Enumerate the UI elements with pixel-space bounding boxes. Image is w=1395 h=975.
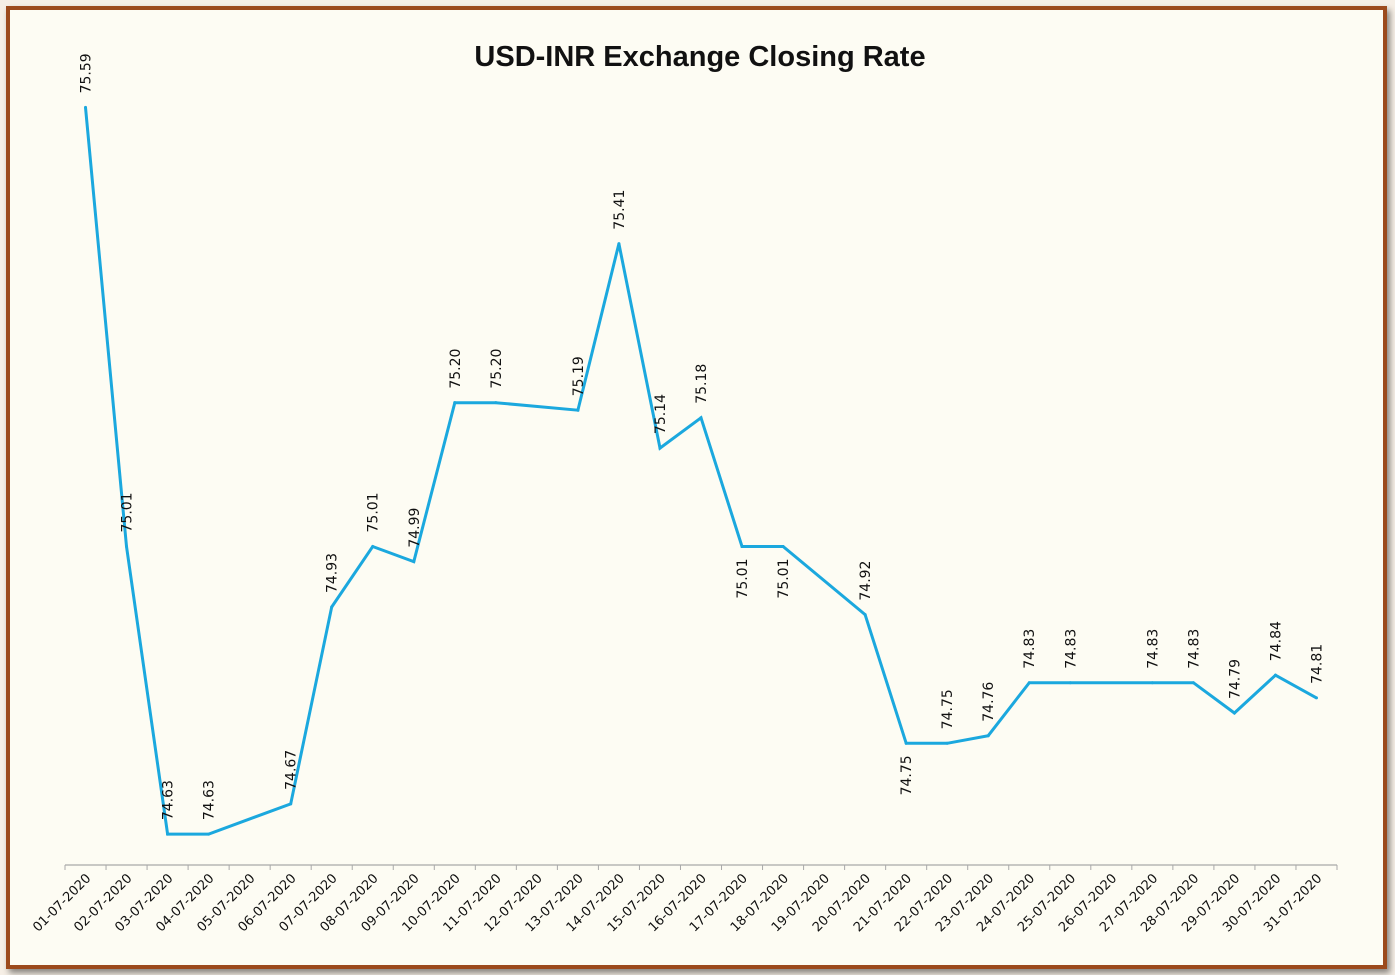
data-point (1314, 696, 1318, 700)
data-label: 74.92 (858, 561, 874, 601)
data-point (658, 446, 662, 450)
data-label: 75.01 (776, 558, 792, 598)
data-label: 75.18 (694, 364, 710, 404)
data-point (986, 734, 990, 738)
data-point (781, 544, 785, 548)
data-label: 75.20 (489, 349, 505, 389)
data-point (494, 401, 498, 405)
data-label: 75.59 (79, 53, 95, 93)
data-label: 74.83 (1022, 629, 1038, 669)
data-label: 75.20 (448, 349, 464, 389)
data-label: 74.99 (407, 508, 423, 548)
data-label: 75.14 (653, 394, 669, 434)
data-point (699, 416, 703, 420)
chart-title: USD-INR Exchange Closing Rate (474, 41, 925, 73)
data-label: 74.81 (1309, 644, 1325, 684)
data-label: 74.76 (981, 682, 997, 722)
data-point (207, 832, 211, 836)
data-label: 74.63 (161, 780, 177, 820)
data-label: 74.84 (1268, 621, 1284, 661)
data-point (84, 105, 88, 109)
line-chart: USD-INR Exchange Closing Rate 01-07-2020… (30, 41, 1338, 935)
chart-frame: USD-INR Exchange Closing Rate 01-07-2020… (6, 6, 1387, 969)
data-point (371, 544, 375, 548)
data-point (1068, 681, 1072, 685)
data-label: 75.41 (612, 190, 628, 230)
data-label: 75.01 (735, 558, 751, 598)
data-point (453, 401, 457, 405)
data-label: 74.63 (202, 780, 218, 820)
data-label: 74.93 (325, 553, 341, 593)
data-point (617, 242, 621, 246)
data-label: 74.83 (1063, 629, 1079, 669)
data-point (1191, 681, 1195, 685)
data-label: 75.19 (571, 356, 587, 396)
data-point (1273, 673, 1277, 677)
data-point (904, 741, 908, 745)
data-point (412, 560, 416, 564)
data-point (1150, 681, 1154, 685)
series-line (84, 107, 1318, 836)
data-label: 74.67 (284, 750, 300, 790)
data-point (576, 408, 580, 412)
data-label: 75.01 (120, 492, 136, 532)
data-point (863, 613, 867, 617)
data-label: 74.79 (1227, 659, 1243, 699)
data-label: 75.01 (366, 492, 382, 532)
data-point (289, 802, 293, 806)
data-label: 74.75 (899, 755, 915, 795)
data-point (330, 605, 334, 609)
data-label: 74.83 (1186, 629, 1202, 669)
data-point (945, 741, 949, 745)
data-point (166, 832, 170, 836)
data-label: 74.83 (1145, 629, 1161, 669)
data-point (1027, 681, 1031, 685)
data-point (1232, 711, 1236, 715)
data-label: 74.75 (940, 689, 956, 729)
data-point (740, 544, 744, 548)
data-point (125, 544, 129, 548)
